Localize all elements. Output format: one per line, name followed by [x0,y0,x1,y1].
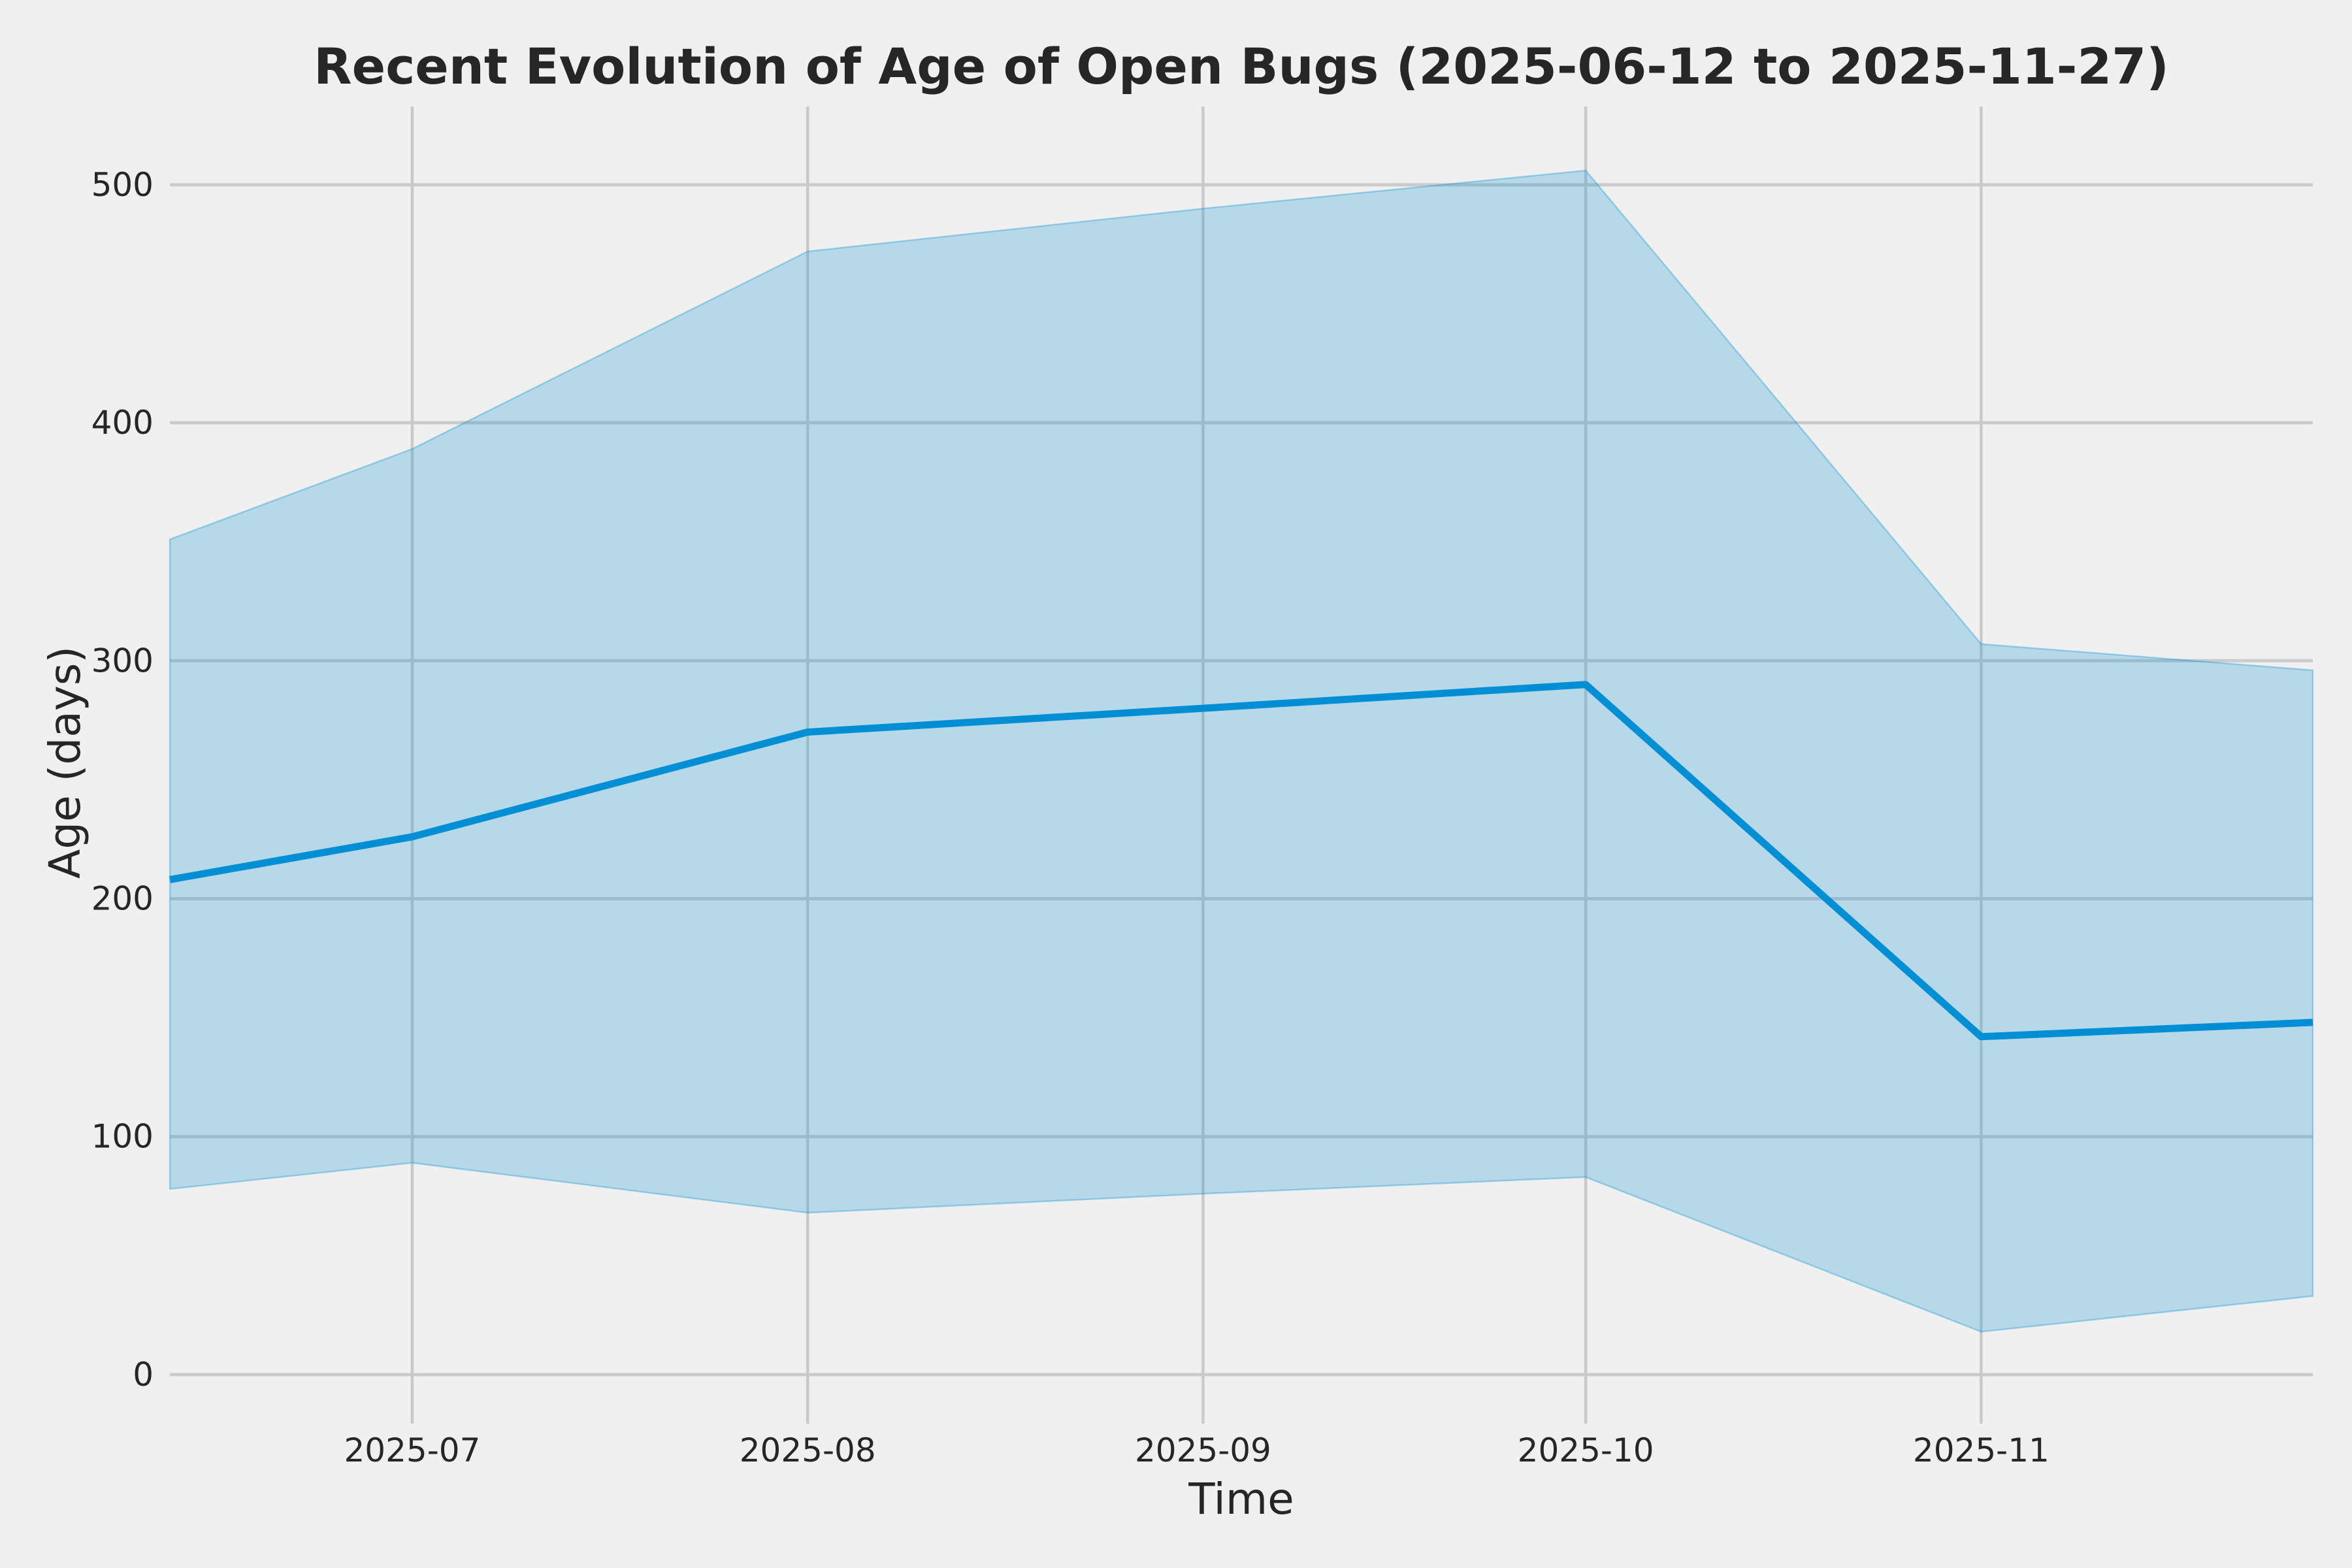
y-axis-tick-labels: 0 100 200 300 400 500 [91,166,154,1394]
x-tick-label: 2025-07 [344,1431,480,1469]
age-range-band [169,169,2314,1333]
x-tick-label: 2025-11 [1913,1431,2050,1469]
x-tick-label: 2025-09 [1135,1431,1271,1469]
chart-title: Recent Evolution of Age of Open Bugs (20… [314,37,2169,95]
x-axis-tick-labels: 2025-07 2025-08 2025-09 2025-10 2025-11 [344,1431,2049,1469]
x-axis-label: Time [1188,1474,1294,1524]
median-age-line [169,681,2313,1041]
y-tick-label: 300 [91,642,154,679]
y-tick-label: 500 [91,166,154,204]
gridlines [170,106,2313,1424]
y-tick-label: 200 [91,880,154,918]
y-tick-label: 0 [133,1356,154,1394]
x-tick-label: 2025-10 [1518,1431,1654,1469]
x-tick-label: 2025-08 [740,1431,876,1469]
y-axis-label: Age (days) [40,646,90,879]
y-tick-label: 100 [91,1118,154,1156]
y-tick-label: 400 [91,404,154,442]
